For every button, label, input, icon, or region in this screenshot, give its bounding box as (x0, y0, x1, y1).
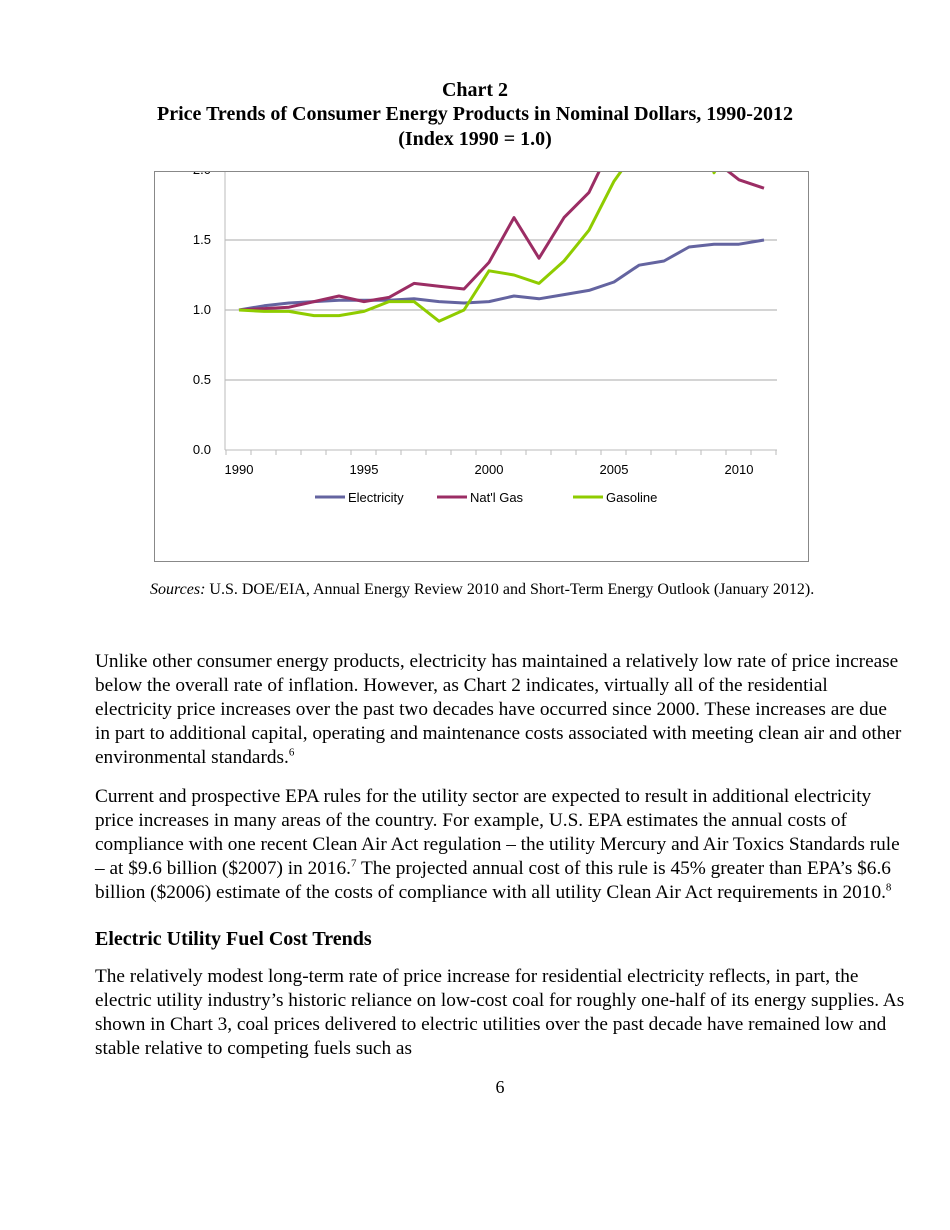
sources-text: U.S. DOE/EIA, Annual Energy Review 2010 … (205, 581, 815, 598)
body-text: Unlike other consumer energy products, e… (95, 650, 905, 1108)
footnote-ref: 8 (885, 881, 892, 894)
chart-frame: 0.00.51.01.52.02.53.03.51990199520002005… (154, 171, 809, 562)
paragraph-text: Unlike other consumer energy products, e… (95, 651, 902, 768)
x-tick-label: 1995 (350, 462, 379, 477)
chart-subtitle: (Index 1990 = 1.0) (398, 128, 552, 150)
y-tick-label: 0.5 (193, 372, 211, 387)
paragraph-3: The relatively modest long-term rate of … (95, 966, 905, 1059)
paragraph-1: Unlike other consumer energy products, e… (95, 650, 905, 770)
footnote-ref: 6 (288, 746, 295, 759)
y-tick-label: 1.0 (193, 302, 211, 317)
paragraph-text: Current and prospective EPA rules for th… (95, 786, 900, 879)
y-tick-label: 2.0 (193, 172, 211, 177)
x-tick-label: 2010 (725, 462, 754, 477)
series-line-natlgas (238, 172, 765, 312)
paragraph-2: Current and prospective EPA rules for th… (95, 785, 905, 905)
legend-label: Nat'l Gas (470, 490, 524, 505)
footnote-ref: 7 (351, 857, 357, 870)
section-heading: Electric Utility Fuel Cost Trends (95, 928, 372, 950)
legend-label: Gasoline (606, 490, 657, 505)
paragraph-text: The projected annual cost of this rule i… (95, 858, 891, 903)
y-tick-label: 0.0 (193, 442, 211, 457)
series-line-gasoline (238, 172, 717, 323)
sources-label: Sources: (150, 581, 206, 598)
line-chart: 0.00.51.01.52.02.53.03.51990199520002005… (193, 172, 777, 505)
x-tick-label: 2000 (475, 462, 504, 477)
legend-label: Electricity (348, 490, 404, 505)
chart-label: Chart 2 (441, 79, 509, 101)
chart-title: Price Trends of Consumer Energy Products… (157, 103, 793, 125)
x-tick-label: 2005 (600, 462, 629, 477)
x-tick-label: 1990 (225, 462, 254, 477)
y-tick-label: 1.5 (193, 232, 211, 247)
page-number: 6 (495, 1077, 505, 1097)
series-line-electricity (238, 238, 765, 312)
sources-note: Sources: U.S. DOE/EIA, Annual Energy Rev… (150, 580, 830, 600)
